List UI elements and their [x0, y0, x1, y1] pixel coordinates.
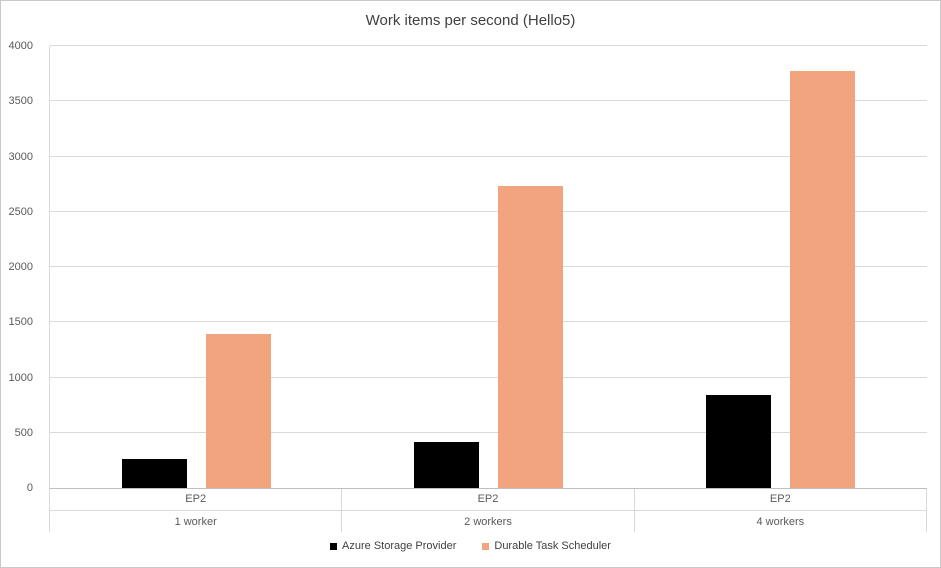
y-axis-tick-label: 1500 — [8, 316, 33, 329]
gridline — [50, 210, 927, 212]
plot-area — [49, 45, 927, 488]
gridline — [50, 155, 927, 157]
legend-label: Durable Task Scheduler — [494, 540, 611, 552]
category-group-label: EP2 — [342, 489, 634, 511]
category-group-label: EP2 — [634, 489, 926, 511]
gridline — [50, 376, 927, 378]
bar-groups — [50, 46, 927, 488]
bar-azure-storage-provider — [413, 441, 479, 488]
y-axis-tick-label: 1000 — [8, 371, 33, 384]
gridline — [50, 431, 927, 433]
category-group — [50, 46, 342, 488]
bar-azure-storage-provider — [121, 459, 187, 488]
chart-title: Work items per second (Hello5) — [365, 12, 576, 29]
y-axis: 0 500 1000 1500 2000 2500 3000 3500 4000 — [1, 40, 41, 494]
y-axis-tick-label: 2000 — [8, 261, 33, 273]
gridline — [50, 45, 927, 46]
bar-durable-task-scheduler — [205, 334, 271, 488]
gridline — [50, 266, 927, 267]
category-sub-label: 1 worker — [174, 516, 217, 528]
y-axis-tick-label: 3500 — [8, 95, 33, 108]
category-group — [342, 46, 634, 488]
bar-durable-task-scheduler — [497, 186, 563, 488]
legend-item: Durable Task Scheduler — [482, 540, 611, 552]
legend-swatch — [330, 542, 338, 550]
bar-durable-task-scheduler — [790, 71, 856, 488]
x-axis: EP2 1 worker EP2 2 workers EP2 4 workers — [49, 488, 927, 532]
y-axis-tick-label: 500 — [14, 426, 33, 439]
gridline — [50, 321, 927, 323]
category-group-label: EP2 — [50, 489, 342, 511]
legend-swatch — [482, 542, 490, 550]
category-group — [635, 46, 927, 488]
legend: Azure Storage Provider Durable Task Sched… — [1, 540, 940, 552]
gridline — [50, 100, 927, 102]
legend-label: Azure Storage Provider — [342, 540, 457, 552]
legend-item: Azure Storage Provider — [330, 540, 456, 552]
category-cell: EP2 4 workers — [634, 489, 927, 532]
y-axis-tick-label: 3000 — [8, 150, 33, 163]
y-axis-tick-label: 0 — [26, 482, 33, 494]
category-cell: EP2 1 worker — [50, 489, 343, 532]
gridlines — [50, 45, 927, 488]
y-axis-tick-label: 4000 — [8, 40, 33, 52]
category-cell: EP2 2 workers — [342, 489, 635, 532]
category-sub-label: 2 workers — [464, 516, 512, 528]
category-sub-label: 4 workers — [756, 516, 805, 528]
bar-azure-storage-provider — [706, 395, 772, 488]
y-axis-tick-label: 2500 — [8, 205, 33, 218]
